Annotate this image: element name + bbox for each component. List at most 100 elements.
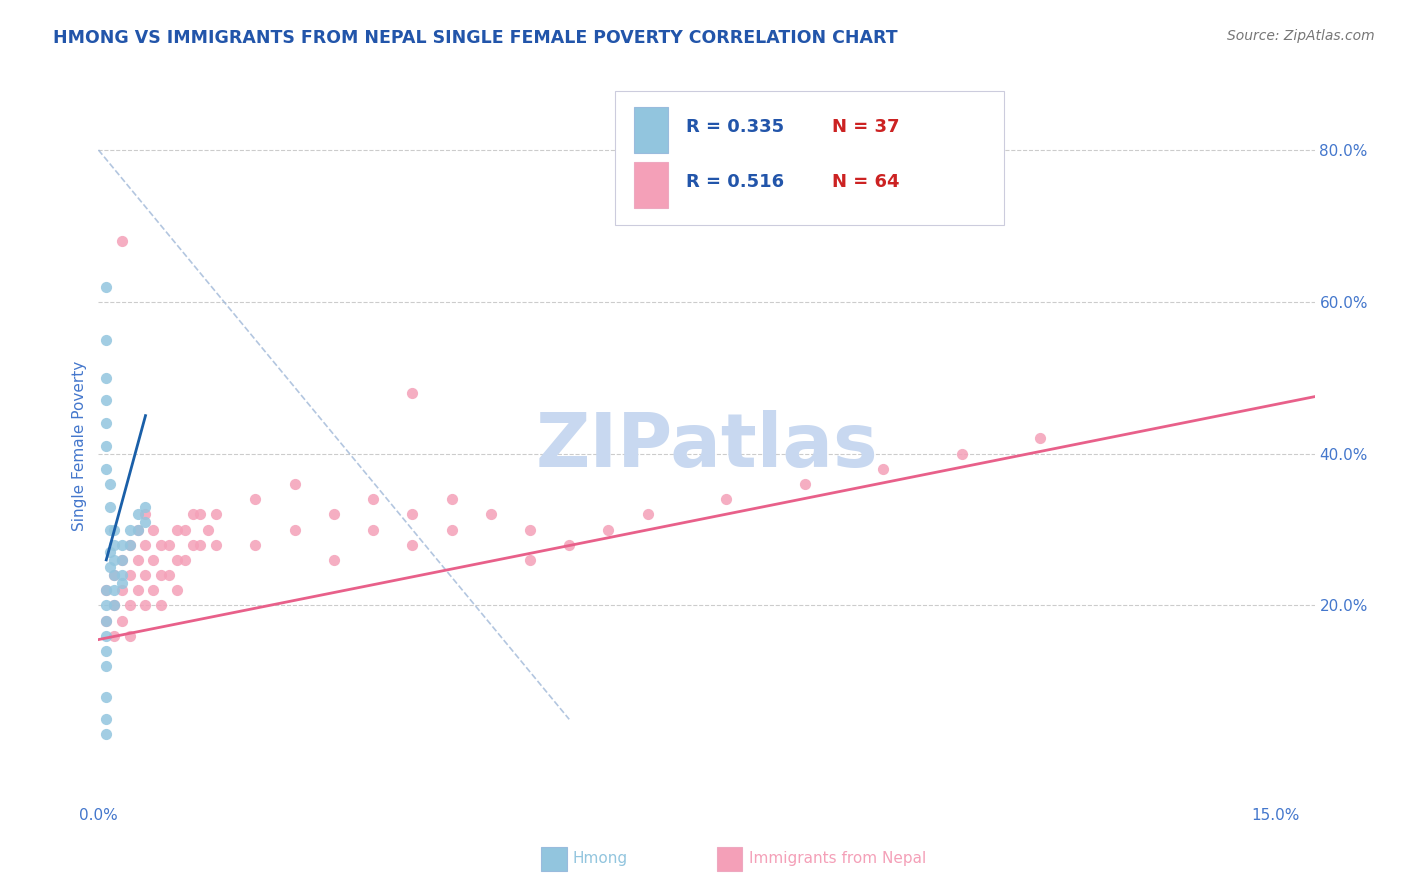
Text: R = 0.516: R = 0.516 [686, 173, 785, 191]
Point [190, 538, 212, 552]
Point [111, 234, 134, 248]
Point [96, 333, 118, 347]
Point [793, 477, 815, 491]
Point [103, 599, 125, 613]
Point [127, 523, 149, 537]
Text: N = 64: N = 64 [832, 173, 900, 191]
Point [118, 523, 141, 537]
Point [118, 538, 141, 552]
Text: ZIPatlas: ZIPatlas [536, 409, 877, 483]
Point [96, 690, 118, 704]
Point [96, 599, 118, 613]
Point [118, 538, 141, 552]
Bar [634, 107, 668, 153]
Point [96, 712, 118, 726]
Point [96, 439, 118, 453]
Point [173, 553, 195, 567]
Point [96, 393, 118, 408]
Point [111, 614, 134, 628]
Point [111, 568, 134, 582]
Point [118, 629, 141, 643]
Point [558, 538, 581, 552]
Text: R = 0.335: R = 0.335 [686, 118, 785, 136]
Point [440, 492, 463, 507]
Point [401, 508, 423, 522]
Point [111, 553, 134, 567]
Point [96, 462, 118, 476]
Point [440, 523, 463, 537]
Point [127, 553, 149, 567]
Point [103, 523, 125, 537]
Point [245, 538, 267, 552]
Point [157, 568, 180, 582]
Point [96, 370, 118, 384]
Point [111, 583, 134, 598]
Point [134, 568, 156, 582]
Point [111, 575, 134, 590]
Point [103, 583, 125, 598]
Text: Immigrants from Nepal: Immigrants from Nepal [749, 852, 927, 866]
Point [181, 508, 204, 522]
Point [103, 553, 125, 567]
Point [134, 538, 156, 552]
Point [181, 538, 204, 552]
Point [714, 492, 737, 507]
Point [127, 523, 149, 537]
Point [190, 508, 212, 522]
Point [103, 568, 125, 582]
Point [96, 727, 118, 741]
Point [322, 553, 344, 567]
Point [150, 538, 173, 552]
FancyBboxPatch shape [616, 91, 1004, 225]
Point [872, 462, 894, 476]
Point [150, 568, 173, 582]
Text: Source: ZipAtlas.com: Source: ZipAtlas.com [1227, 29, 1375, 43]
Point [111, 538, 134, 552]
Point [134, 508, 156, 522]
Bar [634, 162, 668, 209]
Point [322, 508, 344, 522]
Point [96, 583, 118, 598]
Point [173, 523, 195, 537]
Point [96, 583, 118, 598]
Point [284, 477, 307, 491]
Point [134, 515, 156, 529]
Point [98, 560, 121, 574]
Point [401, 385, 423, 400]
Point [103, 568, 125, 582]
Point [519, 553, 541, 567]
Point [127, 508, 149, 522]
Point [142, 553, 165, 567]
Point [118, 568, 141, 582]
Point [166, 583, 188, 598]
Point [479, 508, 502, 522]
Point [96, 416, 118, 430]
Point [111, 553, 134, 567]
Point [127, 583, 149, 598]
Text: N = 37: N = 37 [832, 118, 900, 136]
Point [142, 523, 165, 537]
Point [150, 599, 173, 613]
Point [205, 538, 228, 552]
Point [401, 538, 423, 552]
Point [361, 523, 384, 537]
Point [361, 492, 384, 507]
Point [98, 545, 121, 559]
Point [166, 553, 188, 567]
Y-axis label: Single Female Poverty: Single Female Poverty [72, 361, 87, 531]
Point [598, 523, 620, 537]
Point [96, 629, 118, 643]
Point [98, 477, 121, 491]
Point [245, 492, 267, 507]
Point [118, 599, 141, 613]
Point [142, 583, 165, 598]
Point [134, 599, 156, 613]
Point [1029, 431, 1052, 445]
Point [284, 523, 307, 537]
Point [98, 500, 121, 514]
Point [950, 447, 973, 461]
Point [96, 614, 118, 628]
Text: Hmong: Hmong [572, 852, 627, 866]
Point [166, 523, 188, 537]
Point [197, 523, 219, 537]
